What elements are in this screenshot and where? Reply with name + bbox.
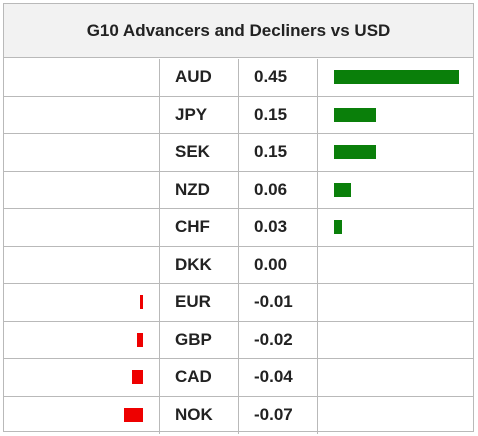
- chart-title: G10 Advancers and Decliners vs USD: [4, 4, 473, 58]
- negative-bar-cell: [4, 321, 160, 358]
- value-label: 0.03: [239, 209, 318, 246]
- positive-bar-cell: [318, 172, 473, 209]
- currency-label: AUD: [160, 59, 239, 96]
- positive-bar-cell: [318, 284, 473, 321]
- bar-gbp: [137, 332, 143, 347]
- negative-bar-cell: [4, 209, 160, 246]
- negative-bar-cell: [4, 96, 160, 133]
- negative-bar-cell: [4, 396, 160, 434]
- bar-jpy: [334, 107, 376, 122]
- table-row-dkk: DKK 0.00: [4, 246, 473, 284]
- currency-label: SEK: [160, 134, 239, 171]
- value-label: 0.06: [239, 171, 318, 208]
- table-row-sek: SEK 0.15: [4, 134, 473, 172]
- positive-bar-cell: [318, 59, 473, 96]
- currency-label: GBP: [160, 321, 239, 358]
- value-label: 0.45: [239, 59, 318, 96]
- currency-label: NZD: [160, 171, 239, 208]
- positive-bar-cell: [318, 322, 473, 359]
- table-row-jpy: JPY 0.15: [4, 96, 473, 134]
- bar-sek: [334, 145, 376, 160]
- table-row-cad: CAD -0.04: [4, 359, 473, 397]
- positive-bar-cell: [318, 134, 473, 171]
- table-row-gbp: GBP -0.02: [4, 321, 473, 359]
- value-label: -0.04: [239, 359, 318, 396]
- negative-bar-cell: [4, 59, 160, 96]
- currency-label: NOK: [160, 396, 239, 434]
- currency-label: EUR: [160, 284, 239, 321]
- negative-bar-cell: [4, 171, 160, 208]
- value-label: 0.15: [239, 96, 318, 133]
- bar-chf: [334, 220, 343, 235]
- negative-bar-cell: [4, 246, 160, 283]
- table-row-eur: EUR -0.01: [4, 284, 473, 322]
- positive-bar-cell: [318, 247, 473, 284]
- table-row-nzd: NZD 0.06: [4, 171, 473, 209]
- value-label: -0.07: [239, 396, 318, 434]
- currency-label: DKK: [160, 246, 239, 283]
- value-label: -0.02: [239, 321, 318, 358]
- currency-label: CAD: [160, 359, 239, 396]
- bar-cad: [131, 370, 143, 385]
- value-label: 0.15: [239, 134, 318, 171]
- positive-bar-cell: [318, 359, 473, 396]
- negative-bar-cell: [4, 134, 160, 171]
- negative-bar-cell: [4, 284, 160, 321]
- table-row-chf: CHF 0.03: [4, 209, 473, 247]
- bar-eur: [140, 295, 143, 310]
- positive-bar-cell: [318, 397, 473, 435]
- positive-bar-cell: [318, 97, 473, 134]
- table-row-aud: AUD 0.45: [4, 59, 473, 97]
- positive-bar-cell: [318, 209, 473, 246]
- bar-nzd: [334, 182, 351, 197]
- bar-nok: [123, 408, 143, 423]
- bar-aud: [334, 70, 459, 85]
- value-label: 0.00: [239, 246, 318, 283]
- rows-container: AUD 0.45 JPY 0.15 SEK 0.15 NZD 0.06 CHF 0.03 DKK 0.…: [4, 59, 473, 434]
- currency-label: JPY: [160, 96, 239, 133]
- chart-frame: G10 Advancers and Decliners vs USD AUD 0.…: [3, 3, 474, 434]
- currency-label: CHF: [160, 209, 239, 246]
- value-label: -0.01: [239, 284, 318, 321]
- table-row-nok: NOK -0.07: [4, 396, 473, 435]
- negative-bar-cell: [4, 359, 160, 396]
